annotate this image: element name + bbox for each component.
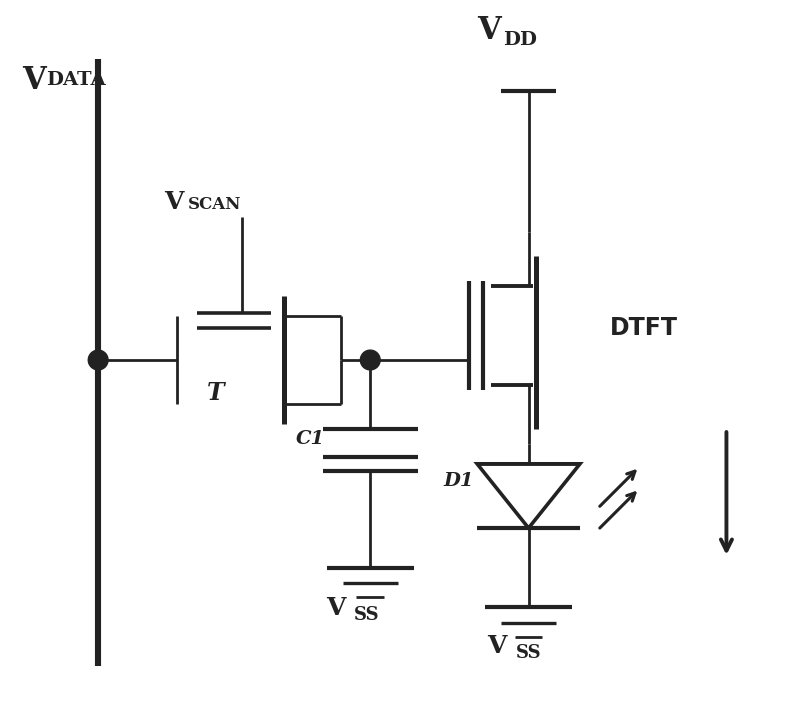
Text: V: V: [164, 190, 184, 214]
Text: SS: SS: [515, 643, 541, 661]
Text: DATA: DATA: [46, 71, 105, 90]
Text: DD: DD: [503, 31, 537, 48]
Text: V: V: [326, 596, 345, 620]
Text: SCAN: SCAN: [188, 196, 242, 213]
Text: D1: D1: [443, 471, 474, 490]
Text: V: V: [487, 634, 507, 658]
Text: C1: C1: [296, 430, 325, 448]
Text: T: T: [207, 380, 224, 404]
Text: SS: SS: [353, 606, 379, 624]
Text: V: V: [477, 14, 501, 45]
Circle shape: [88, 350, 108, 370]
Text: V: V: [22, 66, 46, 97]
Circle shape: [360, 350, 380, 370]
Text: DTFT: DTFT: [610, 316, 678, 340]
